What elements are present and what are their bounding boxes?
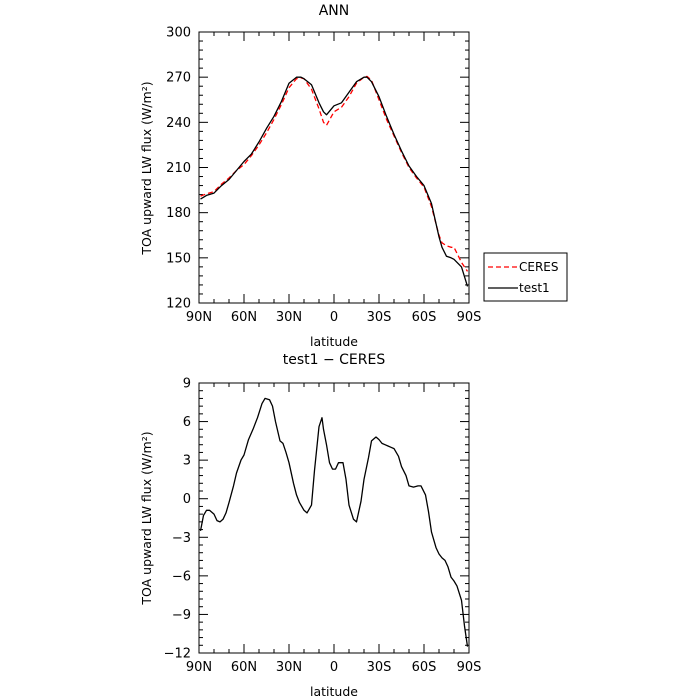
panel-title: ANN	[319, 3, 350, 19]
axis-ticks: 90N 60N 30N 0 30S 60S 90S −12 −9 −6 −3 0 3 6 9	[164, 377, 482, 676]
y-tick-label: 120	[166, 297, 191, 312]
x-axis-title: latitude	[310, 334, 358, 349]
y-tick-label: −3	[172, 531, 191, 546]
legend-label-ceres: CERES	[519, 260, 559, 274]
series-line-test1	[200, 76, 469, 287]
legend-box	[483, 252, 568, 302]
difference-panel: test1 − CERES latitude TOA upward LW flu…	[139, 352, 481, 699]
x-tick-label: 60N	[231, 310, 257, 325]
legend-label-test1: test1	[519, 281, 550, 295]
series-lines	[200, 75, 469, 287]
y-tick-label: −9	[172, 608, 191, 623]
x-tick-label: 90N	[186, 660, 212, 675]
y-tick-label: −12	[164, 647, 191, 662]
x-tick-label: 60S	[412, 310, 437, 325]
x-tick-label: 0	[330, 310, 338, 325]
x-tick-label: 30N	[276, 310, 302, 325]
y-tick-label: 9	[183, 377, 191, 392]
x-axis-title: latitude	[310, 684, 358, 699]
x-tick-label: 0	[330, 660, 338, 675]
y-tick-label: 0	[183, 492, 191, 507]
legend: CERES test1	[483, 252, 568, 302]
y-tick-label: 270	[166, 71, 191, 86]
y-tick-label: 180	[166, 206, 191, 221]
x-tick-label: 30N	[276, 660, 302, 675]
y-axis-title: TOA upward LW flux (W/m²)	[139, 431, 154, 605]
x-tick-label: 30S	[367, 310, 392, 325]
x-tick-label: 90S	[457, 660, 482, 675]
series-line-test1-ceres	[199, 397, 469, 647]
x-tick-label: 30S	[367, 660, 392, 675]
annual-mean-panel: ANN latitude TOA upward LW flux (W/m²) 9…	[139, 3, 568, 349]
y-tick-label: 150	[166, 251, 191, 266]
plot-frame	[198, 382, 470, 654]
y-tick-label: 210	[166, 161, 191, 176]
series-lines	[199, 397, 469, 647]
panel-title: test1 − CERES	[283, 352, 386, 368]
y-tick-label: 240	[166, 116, 191, 131]
y-tick-label: 3	[183, 454, 191, 469]
y-tick-label: −6	[172, 569, 191, 584]
axis-ticks: 90N 60N 30N 0 30S 60S 90S 120 150 180 210 240 270 300	[166, 26, 481, 326]
y-tick-label: 300	[166, 26, 191, 41]
y-axis-title: TOA upward LW flux (W/m²)	[139, 81, 154, 255]
y-tick-label: 6	[183, 415, 191, 430]
x-tick-label: 90S	[457, 310, 482, 325]
x-tick-label: 60N	[231, 660, 257, 675]
x-tick-label: 90N	[186, 310, 212, 325]
x-tick-label: 60S	[412, 660, 437, 675]
